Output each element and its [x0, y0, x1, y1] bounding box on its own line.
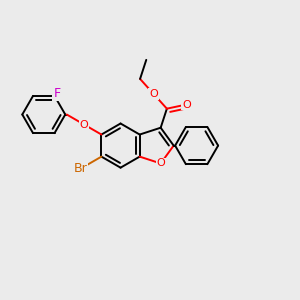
Text: O: O [80, 119, 88, 130]
Text: O: O [182, 100, 191, 110]
Text: O: O [156, 158, 165, 168]
Text: Br: Br [74, 162, 88, 175]
Text: F: F [53, 87, 60, 100]
Text: O: O [149, 89, 158, 99]
